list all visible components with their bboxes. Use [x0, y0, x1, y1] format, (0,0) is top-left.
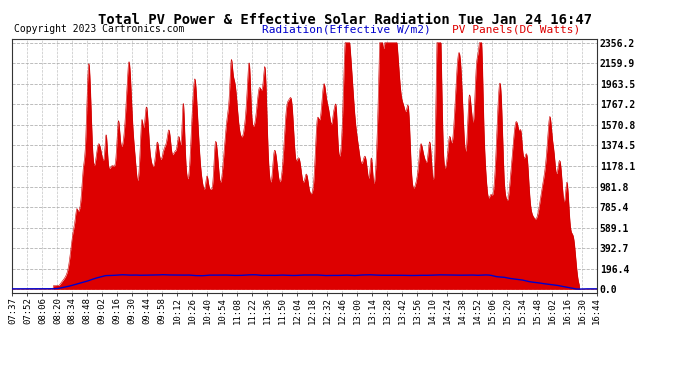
Text: Radiation(Effective W/m2): Radiation(Effective W/m2) [262, 24, 431, 34]
Text: Total PV Power & Effective Solar Radiation Tue Jan 24 16:47: Total PV Power & Effective Solar Radiati… [98, 13, 592, 27]
Text: PV Panels(DC Watts): PV Panels(DC Watts) [452, 24, 580, 34]
Text: Copyright 2023 Cartronics.com: Copyright 2023 Cartronics.com [14, 24, 184, 34]
